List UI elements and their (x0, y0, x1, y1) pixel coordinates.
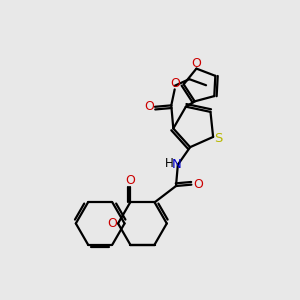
Text: O: O (191, 57, 201, 70)
Text: O: O (193, 178, 203, 191)
Text: O: O (107, 217, 117, 230)
Text: O: O (170, 77, 180, 90)
Text: O: O (125, 175, 135, 188)
Text: O: O (144, 100, 154, 113)
Text: S: S (214, 132, 223, 145)
Text: H: H (165, 157, 174, 170)
Text: N: N (172, 158, 181, 171)
